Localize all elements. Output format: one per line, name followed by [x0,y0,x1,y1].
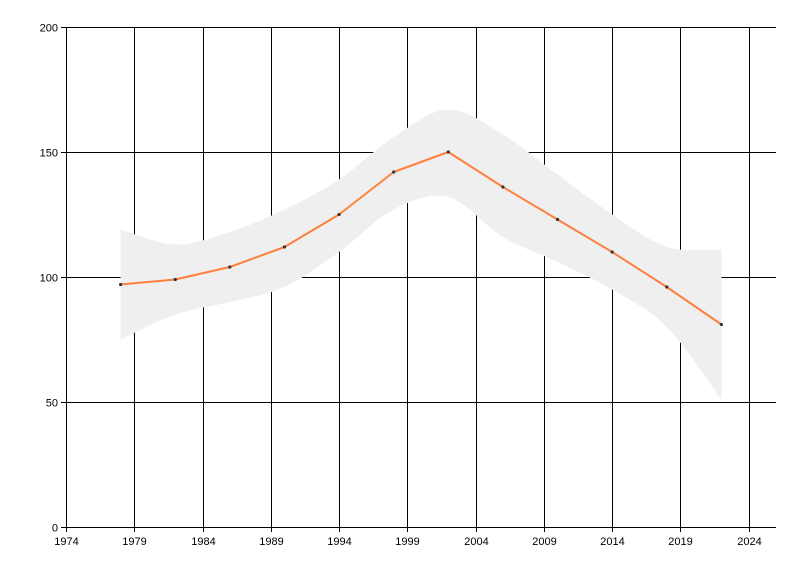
x-tick-label: 2004 [464,536,488,548]
series-line [120,151,722,326]
data-point-1994 [337,212,341,217]
band-area [120,109,722,400]
axes [66,27,776,528]
x-tick-label: 2009 [532,536,556,548]
confidence-band [120,109,722,400]
data-point-2018 [665,285,669,289]
y-axis-tick-labels: 0 50 100 150 200 [40,23,58,535]
data-point-1998 [392,170,396,174]
x-tick-label: 2024 [737,536,761,548]
data-point-1990 [282,245,287,249]
x-tick-label: 1974 [54,536,78,548]
x-tick-label: 1989 [259,536,283,548]
y-tick-label: 150 [40,148,58,160]
x-tick-label: 2019 [668,536,692,548]
x-tick-label: 1984 [191,536,215,548]
data-point-2022 [719,322,723,327]
x-axis-tick-labels: 1974 1979 1984 1989 1994 1999 2004 2009 2014 2019… [54,536,761,548]
x-tick-label: 1979 [122,536,146,548]
data-point-2010 [555,217,560,222]
data-point-2006 [501,185,505,189]
data-point-1986 [228,265,232,269]
data-point-2002 [446,150,450,154]
y-tick-label: 0 [52,523,58,535]
x-tick-label: 1994 [327,536,351,548]
y-tick-label: 100 [40,273,58,285]
series-line-path [120,151,722,326]
x-tick-label: 2014 [600,536,624,548]
data-point-1978 [119,282,123,287]
data-point-2014 [610,250,614,254]
y-tick-label: 200 [40,23,58,35]
data-point-1982 [173,277,177,282]
x-tick-label: 1999 [395,536,419,548]
y-tick-label: 50 [46,398,58,410]
series-markers [119,150,723,327]
